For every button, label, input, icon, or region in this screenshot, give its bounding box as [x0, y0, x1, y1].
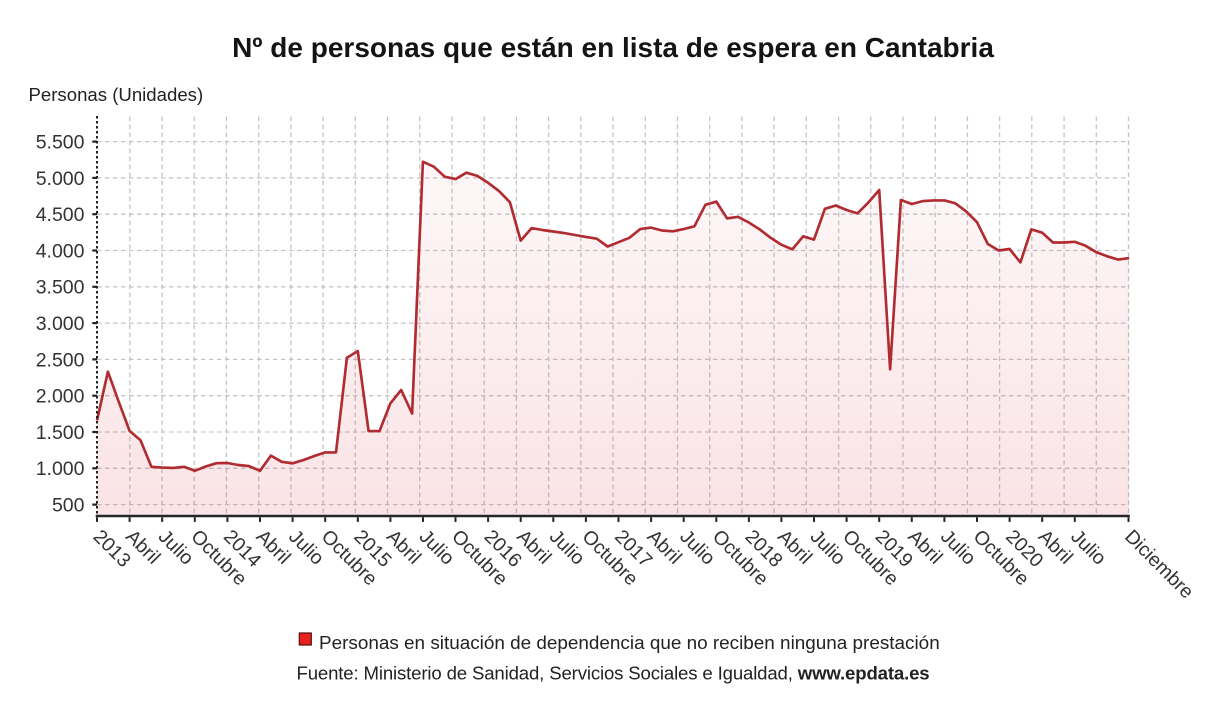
- svg-text:3.000: 3.000: [36, 313, 85, 335]
- svg-text:1.500: 1.500: [36, 422, 85, 444]
- svg-text:1.000: 1.000: [36, 458, 85, 480]
- svg-text:5.500: 5.500: [36, 132, 85, 154]
- svg-text:Personas (Unidades): Personas (Unidades): [29, 84, 204, 105]
- svg-text:500: 500: [52, 495, 85, 517]
- svg-text:Nº de personas que están en li: Nº de personas que están en lista de esp…: [232, 32, 994, 63]
- svg-text:2.000: 2.000: [36, 386, 85, 408]
- svg-text:5.000: 5.000: [36, 168, 85, 190]
- svg-text:Personas en situación de depen: Personas en situación de dependencia que…: [319, 633, 940, 654]
- svg-text:Fuente: Ministerio de Sanidad,: Fuente: Ministerio de Sanidad, Servicios…: [297, 663, 930, 684]
- svg-text:4.000: 4.000: [36, 240, 85, 262]
- svg-text:2.500: 2.500: [36, 349, 85, 371]
- svg-text:3.500: 3.500: [36, 277, 85, 299]
- svg-text:4.500: 4.500: [36, 204, 85, 226]
